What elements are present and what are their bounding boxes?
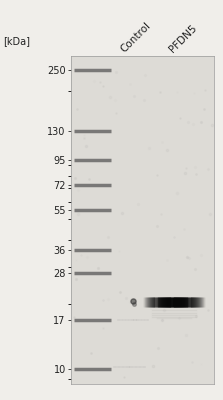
Point (119, 289, 122, 295)
Point (175, 190, 178, 196)
Point (129, 81, 132, 87)
Point (199, 119, 202, 126)
Point (184, 332, 188, 338)
Point (161, 138, 164, 145)
Point (199, 360, 203, 367)
Point (195, 170, 198, 177)
Point (190, 359, 194, 366)
Point (74, 276, 78, 283)
Point (193, 164, 197, 170)
Point (128, 299, 132, 305)
Point (173, 303, 176, 310)
Point (162, 307, 166, 313)
Point (133, 299, 136, 305)
Point (203, 87, 207, 93)
Point (73, 314, 76, 320)
Point (136, 200, 140, 207)
Point (210, 122, 214, 129)
Point (101, 324, 105, 331)
Point (101, 83, 104, 90)
Point (184, 165, 188, 172)
Point (114, 68, 118, 75)
Text: Control: Control (118, 20, 153, 54)
Point (172, 234, 176, 240)
Point (160, 317, 163, 323)
Point (200, 252, 203, 258)
Point (186, 119, 190, 125)
Point (185, 254, 189, 261)
Point (83, 135, 86, 142)
Point (158, 89, 162, 95)
Point (183, 170, 186, 176)
Point (73, 175, 76, 181)
Point (124, 295, 128, 301)
Point (76, 187, 80, 193)
Point (121, 210, 124, 216)
Point (166, 146, 169, 153)
Point (107, 233, 110, 240)
Point (206, 165, 210, 172)
Point (165, 257, 169, 264)
Point (178, 115, 182, 122)
Point (194, 312, 198, 319)
Point (156, 172, 159, 178)
Point (192, 90, 196, 97)
Point (79, 252, 83, 258)
Point (118, 248, 121, 255)
Point (76, 106, 79, 112)
Point (142, 97, 146, 104)
Point (123, 374, 126, 381)
Point (101, 296, 105, 303)
Point (148, 145, 151, 151)
Point (208, 211, 212, 217)
Point (132, 301, 136, 308)
Point (98, 79, 101, 86)
Point (182, 226, 186, 232)
Point (159, 211, 163, 218)
Point (206, 307, 210, 313)
Point (96, 265, 100, 271)
Point (176, 89, 179, 96)
Point (177, 314, 180, 321)
Point (89, 350, 93, 356)
Point (155, 222, 159, 229)
Point (74, 257, 78, 263)
Point (192, 121, 195, 127)
Point (114, 110, 118, 116)
Text: [kDa]: [kDa] (3, 36, 30, 46)
Point (187, 255, 191, 262)
Point (92, 77, 96, 84)
Point (193, 266, 197, 272)
Point (113, 96, 117, 103)
Point (131, 298, 134, 304)
Point (132, 93, 135, 100)
Text: PFDN5: PFDN5 (167, 22, 198, 54)
Point (151, 363, 155, 369)
Point (108, 94, 112, 101)
Point (161, 316, 164, 323)
Point (85, 254, 89, 260)
Point (87, 175, 90, 182)
Point (106, 296, 110, 302)
Point (144, 72, 147, 78)
Point (85, 143, 88, 150)
Point (82, 132, 85, 138)
Point (156, 345, 160, 351)
Point (202, 106, 206, 113)
Point (76, 211, 80, 218)
